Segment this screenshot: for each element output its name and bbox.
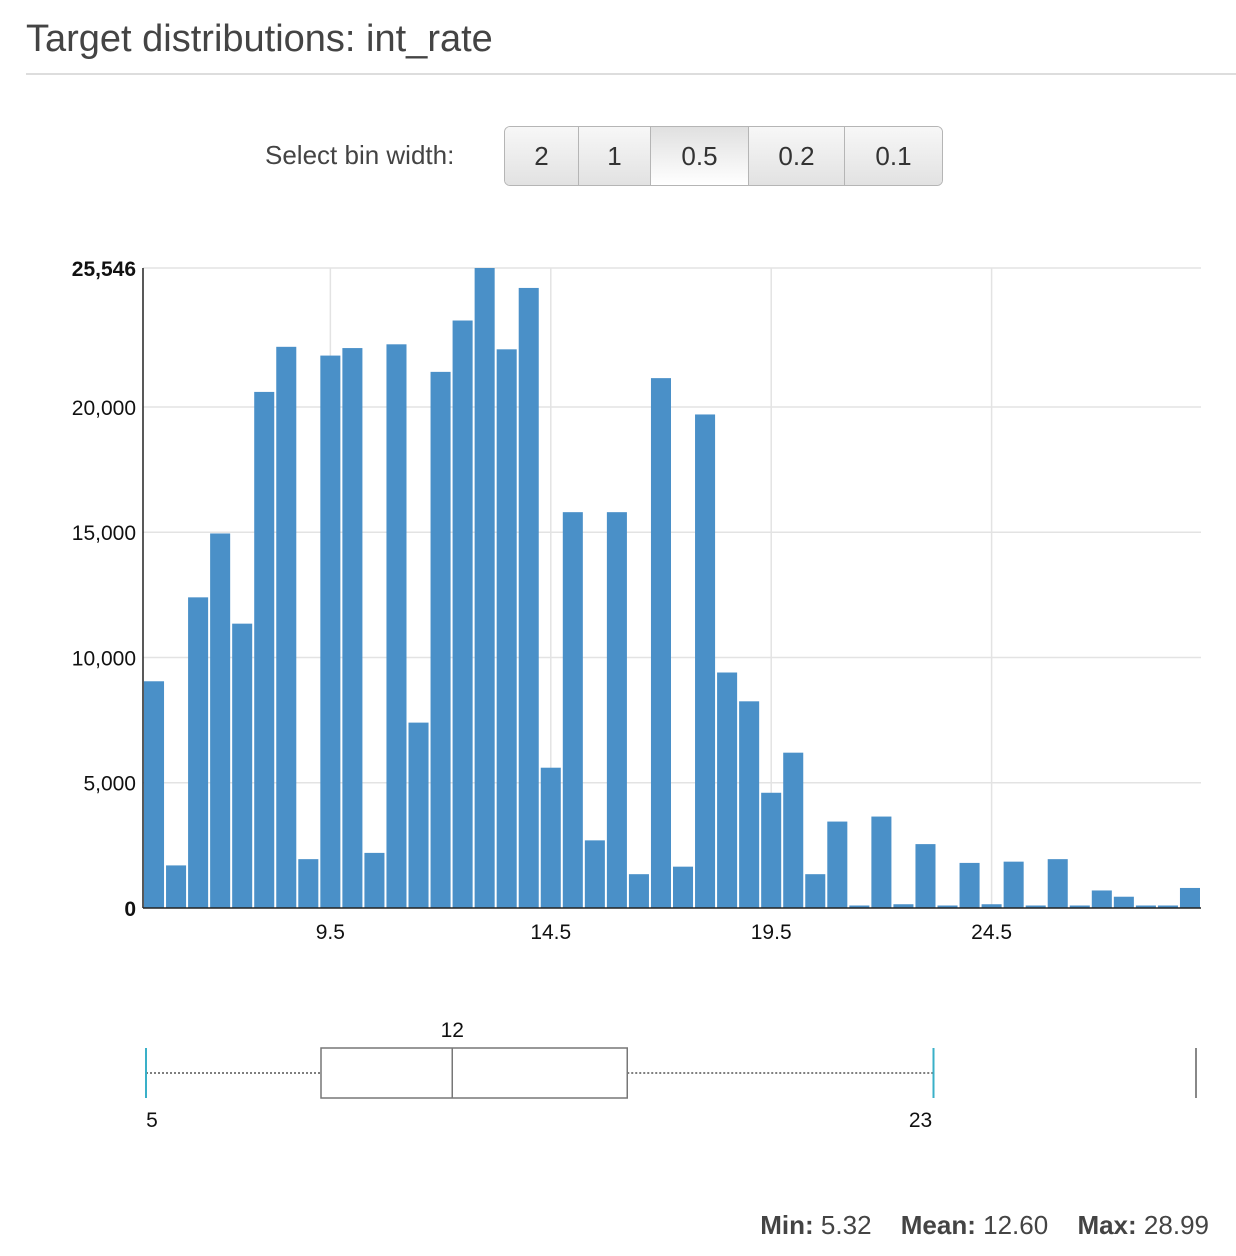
histogram-bar: [188, 597, 209, 908]
histogram-bar: [1047, 859, 1068, 908]
histogram-bar: [959, 862, 980, 908]
histogram-bar: [474, 268, 495, 908]
histogram-bar: [518, 287, 539, 908]
histogram-bar: [606, 512, 627, 908]
y-tick-label: 10,000: [72, 647, 136, 670]
histogram-bar: [232, 623, 253, 908]
mean-value: 12.60: [983, 1210, 1049, 1240]
histogram-bar: [562, 512, 583, 908]
histogram-bar: [1113, 896, 1134, 908]
histogram-bar: [298, 859, 319, 908]
bin-width-0.1-button[interactable]: 0.1: [845, 127, 942, 185]
bin-width-2-button[interactable]: 2: [505, 127, 579, 185]
whisker-low-label: 5: [146, 1109, 158, 1132]
histogram-bar: [1157, 905, 1178, 908]
title-divider: [26, 73, 1236, 75]
bin-width-0.5-button[interactable]: 0.5: [651, 127, 749, 185]
max-label: Max:: [1077, 1210, 1137, 1240]
bin-width-0.2-button[interactable]: 0.2: [749, 127, 845, 185]
histogram-bar: [364, 852, 385, 908]
histogram-bar: [915, 844, 936, 908]
mean-label: Mean:: [900, 1210, 976, 1240]
bin-width-selector: 2 1 0.5 0.2 0.1: [504, 126, 943, 186]
x-tick-label: 14.5: [530, 921, 571, 944]
y-tick-label: 25,546: [72, 258, 136, 281]
histogram-bar: [452, 320, 473, 909]
histogram-bar: [849, 905, 870, 908]
histogram-bar: [739, 701, 760, 908]
histogram-bar: [1135, 905, 1156, 908]
x-tick-label: 19.5: [751, 921, 792, 944]
histogram-bar: [893, 904, 914, 908]
boxplot-chart: 12 5 23: [145, 1019, 1197, 1132]
histogram-bar: [408, 722, 429, 908]
histogram-bar: [981, 904, 1002, 908]
histogram-bar: [937, 905, 958, 908]
histogram-bar: [342, 348, 363, 908]
histogram-bar: [386, 344, 407, 908]
histogram-bar: [1003, 861, 1024, 908]
histogram-bar: [1025, 905, 1046, 908]
median-label: 12: [441, 1019, 464, 1042]
histogram-bar: [783, 752, 804, 908]
x-tick-label: 24.5: [971, 921, 1012, 944]
histogram-bar: [1179, 887, 1200, 908]
whisker-high-label: 23: [909, 1109, 932, 1132]
histogram-bar: [254, 391, 275, 908]
y-tick-label: 0: [124, 898, 136, 921]
bin-width-label: Select bin width:: [265, 140, 455, 170]
histogram-bar: [695, 414, 716, 908]
x-tick-label: 9.5: [316, 921, 345, 944]
histogram-bar: [210, 533, 231, 908]
histogram-bar: [276, 346, 297, 908]
histogram-bar: [166, 865, 187, 908]
histogram-bar: [430, 371, 451, 908]
histogram-bar: [717, 672, 738, 908]
histogram-bar: [827, 821, 848, 908]
page-title: Target distributions: int_rate: [26, 18, 493, 60]
histogram-bar: [320, 355, 341, 909]
histogram-bar: [761, 792, 782, 908]
histogram-bar: [496, 349, 517, 908]
histogram-bar: [650, 378, 671, 908]
y-tick-label: 5,000: [83, 773, 136, 796]
summary-stats: Min: 5.32 Mean: 12.60 Max: 28.99: [760, 1210, 1209, 1241]
histogram-bar: [871, 816, 892, 908]
y-tick-label: 20,000: [72, 397, 136, 420]
histogram-chart: 0 5,000 10,000 15,000 20,000 25,546 9.5 14.5 19.…: [72, 258, 1201, 944]
y-tick-label: 15,000: [72, 522, 136, 545]
min-value: 5.32: [820, 1210, 872, 1240]
histogram-bar: [584, 840, 605, 908]
histogram-bar: [540, 767, 561, 908]
max-value: 28.99: [1143, 1210, 1209, 1240]
histogram-bar: [628, 874, 649, 908]
histogram-bar: [1069, 905, 1090, 908]
histogram-bar: [805, 874, 826, 908]
bin-width-1-button[interactable]: 1: [579, 127, 651, 185]
histogram-bar: [144, 681, 165, 908]
min-label: Min:: [760, 1210, 814, 1240]
iqr-box: [320, 1047, 628, 1099]
histogram-bar: [1091, 890, 1112, 908]
histogram-bar: [673, 866, 694, 908]
